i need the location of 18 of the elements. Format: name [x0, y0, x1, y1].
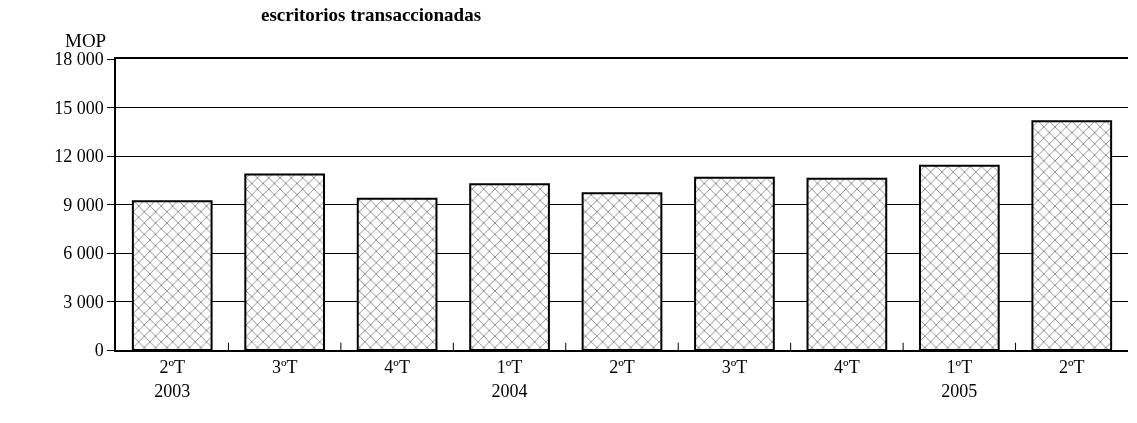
x-tick-label: 3ºT: [721, 357, 748, 378]
x-tick-label: 2ºT: [1058, 357, 1085, 378]
y-axis-title: MOP: [65, 30, 107, 51]
x-tick-label: 2ºT 2003: [154, 357, 191, 401]
x-tick-label: 2ºT: [609, 357, 635, 378]
y-tick-label: 15 000: [54, 97, 104, 118]
y-tick-label: 18 000: [54, 49, 104, 70]
x-tick-label: 4ºT: [834, 357, 860, 378]
x-tick-label: 1ºT 2004: [491, 357, 528, 401]
y-tick-label: 6 000: [63, 243, 104, 264]
y-tick-label: 3 000: [63, 291, 104, 312]
x-tick-label: 3ºT: [271, 357, 298, 378]
y-tick-label: 9 000: [63, 194, 104, 215]
x-tick-label: 4ºT: [384, 357, 410, 378]
chart-title: escritorios transaccionadas: [261, 4, 482, 25]
y-tick-label: 12 000: [54, 146, 104, 167]
y-tick-label: 0: [94, 340, 104, 361]
x-tick-label: 1ºT 2005: [941, 357, 978, 401]
